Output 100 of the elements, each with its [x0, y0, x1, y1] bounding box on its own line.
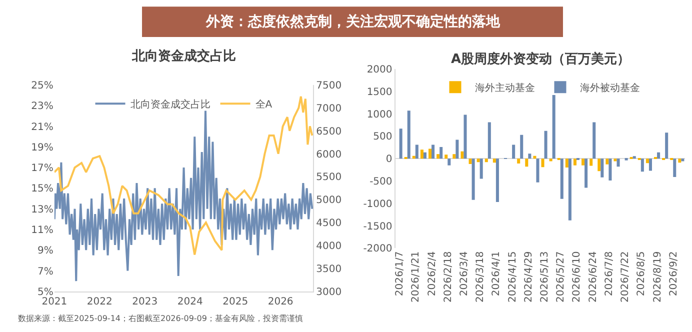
bar	[657, 152, 660, 159]
y-tick-label: 5%	[38, 286, 54, 298]
x-tick-label: 2021	[42, 296, 68, 308]
y-tick-label: -2000	[363, 244, 392, 255]
bar	[598, 158, 601, 172]
x-tick-label: 2026/7/22	[620, 251, 632, 302]
y-tick-label: 1000	[366, 109, 392, 120]
y-tick-label: 19%	[31, 142, 54, 154]
y2-tick-label: 7500	[316, 80, 342, 92]
y-tick-label: -1000	[363, 198, 392, 210]
x-tick-label: 2026/9/2	[668, 251, 680, 296]
x-tick-label: 2025	[222, 296, 248, 308]
bar	[420, 150, 424, 159]
bar	[632, 156, 636, 159]
bar	[678, 158, 682, 163]
bar	[568, 158, 572, 220]
x-tick-label: 2026/1/21	[410, 251, 422, 302]
y-tick-label: 9%	[38, 246, 54, 257]
chart-title: 北向资金成交占比	[131, 48, 236, 64]
y-tick-label: -500	[370, 176, 392, 188]
x-tick-label: 2026/5/13	[540, 251, 551, 302]
legend-label: 海外被动基金	[580, 82, 640, 94]
bar	[496, 158, 499, 202]
bar	[544, 130, 548, 159]
bar	[608, 158, 612, 181]
x-tick-label: 2023	[132, 296, 158, 308]
y2-tick-label: 6000	[316, 149, 342, 160]
y-tick-label: 2000	[366, 64, 392, 76]
x-tick-label: 2026/8/19	[652, 251, 664, 302]
y2-tick-label: 7000	[316, 103, 342, 114]
y-tick-label: 7%	[38, 266, 54, 278]
bar	[525, 158, 528, 167]
x-tick-label: 2026	[268, 296, 294, 308]
bar	[536, 158, 540, 182]
y2-tick-label: 6500	[316, 126, 342, 138]
bar	[616, 158, 620, 167]
y2-tick-label: 3000	[316, 286, 342, 298]
y2-tick-label: 5000	[316, 195, 342, 206]
x-tick-label: 2026/8/5	[636, 251, 648, 296]
x-tick-label: 2026/4/29	[523, 251, 534, 302]
x-tick-label: 2022	[86, 296, 112, 308]
x-tick-label: 2026/1/7	[394, 251, 406, 296]
x-tick-label: 2026/3/18	[475, 251, 486, 302]
bar	[412, 156, 416, 159]
bar	[440, 146, 443, 159]
bar	[480, 158, 483, 179]
legend-label: 北向资金成交占比	[130, 98, 210, 111]
bar	[582, 158, 585, 166]
bar	[614, 158, 617, 162]
y-tick-label: 17%	[31, 163, 54, 174]
x-tick-label: 2026/4/1	[491, 251, 502, 296]
y-tick-label: 0	[386, 154, 392, 166]
bar	[444, 154, 448, 159]
bar	[456, 140, 459, 159]
bar	[560, 158, 564, 199]
bar	[673, 158, 676, 177]
bar	[464, 114, 467, 159]
line-series	[54, 95, 314, 256]
bar	[432, 144, 435, 159]
y2-tick-label: 3500	[316, 264, 342, 275]
chart-title: A股周度外资变动（百万美元）	[451, 51, 630, 67]
text: 外资：态度依然克制，关注宏观不确定性的落地	[205, 13, 501, 30]
y-tick-label: 1500	[366, 86, 392, 98]
bar	[468, 158, 472, 164]
y-tick-label: 25%	[31, 80, 54, 92]
legend-label: 全A	[255, 98, 272, 111]
bar	[448, 158, 451, 166]
bar	[528, 154, 532, 159]
y2-tick-label: 4500	[316, 218, 342, 230]
bar	[517, 158, 520, 164]
legend-label: 海外主动基金	[475, 82, 536, 94]
y-tick-label: 15%	[31, 184, 54, 195]
x-tick-label: 2026/5/27	[556, 251, 567, 302]
bar	[415, 144, 418, 159]
line-series	[54, 110, 314, 282]
x-tick-label: 2026/6/24	[588, 251, 599, 302]
bar	[488, 122, 491, 159]
bar	[573, 158, 576, 166]
y-tick-label: -1500	[363, 221, 392, 232]
bar	[533, 156, 536, 159]
bar	[492, 158, 496, 163]
bar	[565, 158, 568, 168]
bar	[472, 158, 475, 200]
bar	[646, 158, 649, 164]
bar	[484, 158, 488, 162]
bar	[452, 154, 456, 159]
bar	[665, 132, 668, 159]
bar	[428, 148, 432, 159]
x-tick-label: 2026/4/15	[507, 251, 518, 302]
y-tick-label: 21%	[31, 122, 54, 133]
y-tick-label: 500	[373, 132, 392, 143]
bar	[549, 158, 552, 162]
x-tick-label: 2026/2/18	[442, 251, 454, 302]
y-tick-label: 11%	[31, 224, 54, 236]
bar	[399, 128, 402, 159]
x-tick-label: 2026/7/8	[604, 251, 615, 296]
bar	[584, 158, 588, 188]
bar	[552, 94, 556, 159]
x-tick-label: 2026/3/4	[458, 251, 470, 296]
bar	[423, 152, 426, 159]
